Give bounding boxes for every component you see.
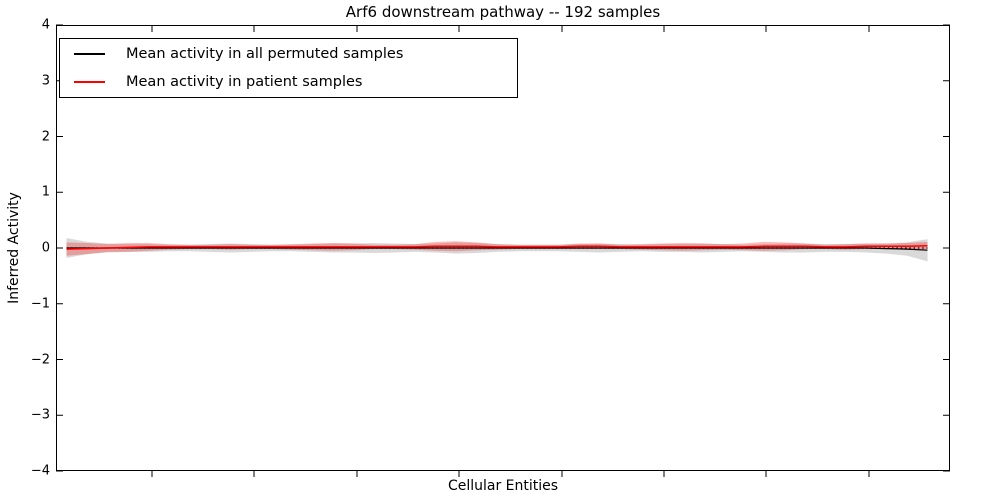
legend-item-patient: Mean activity in patient samples — [60, 69, 517, 95]
legend-line-red — [74, 81, 105, 83]
legend-line-black — [74, 53, 105, 55]
y-tick-label: −3 — [30, 407, 50, 423]
x-axis-label: Cellular Entities — [447, 478, 559, 494]
chart-canvas — [56, 24, 950, 477]
chart-title: Arf6 downstream pathway -- 192 samples — [345, 3, 661, 21]
legend-label-permuted: Mean activity in all permuted samples — [126, 46, 404, 62]
y-tick-label: −1 — [30, 296, 50, 312]
legend-label-patient: Mean activity in patient samples — [126, 74, 363, 90]
y-tick-label: 0 — [41, 240, 50, 256]
permuted-samples-band — [66, 238, 928, 262]
y-tick-label: 2 — [41, 129, 50, 144]
y-tick-label: −4 — [30, 463, 50, 479]
y-tick-label: −2 — [30, 352, 50, 367]
y-tick-label: 4 — [41, 17, 50, 33]
y-tick-label: 3 — [41, 73, 50, 89]
y-tick-label: 1 — [41, 184, 50, 200]
legend-box: Mean activity in all permuted samples Me… — [59, 38, 518, 98]
legend-item-permuted: Mean activity in all permuted samples — [60, 41, 517, 67]
series-line-permuted — [66, 247, 928, 251]
series-line-patient — [66, 245, 928, 250]
